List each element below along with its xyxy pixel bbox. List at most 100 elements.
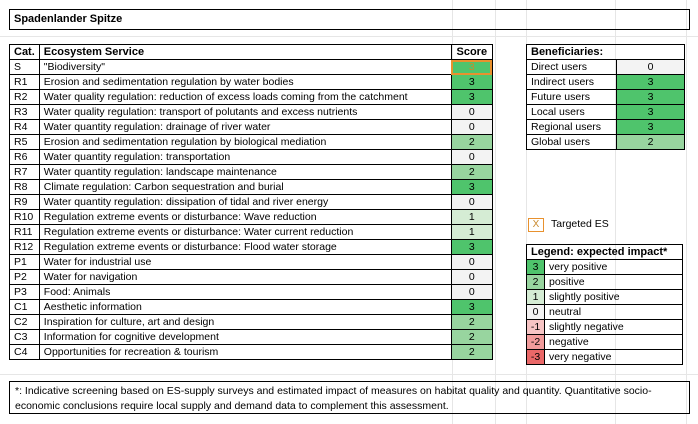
services-table: Cat. Ecosystem Service Score S "Biodivers…: [9, 44, 493, 360]
service-name: Climate regulation: Carbon sequestration…: [38, 179, 452, 195]
service-name: Regulation extreme events or disturbance…: [38, 239, 452, 255]
cat-header: Cat.: [9, 44, 40, 60]
beneficiary-row: Indirect users 3: [526, 74, 685, 90]
targeted-es-label: Targeted ES: [551, 218, 609, 230]
legend-header-row: Legend: expected impact*: [526, 244, 683, 260]
service-category: R12: [9, 239, 40, 255]
legend-swatch: -3: [526, 349, 545, 365]
service-name: Food: Animals: [38, 284, 452, 300]
service-score: 0: [450, 194, 493, 210]
service-category: R1: [9, 74, 40, 90]
service-category: P3: [9, 284, 40, 300]
service-name: Opportunities for recreation & tourism: [38, 344, 452, 360]
score-header: Score: [450, 44, 493, 60]
service-category: R8: [9, 179, 40, 195]
page-title: Spadenlander Spitze: [14, 13, 123, 25]
legend-swatch: 1: [526, 289, 545, 305]
service-name: Water quality regulation: transport of p…: [38, 104, 452, 120]
service-name: Erosion and sedimentation regulation by …: [38, 134, 452, 150]
service-name: Regulation extreme events or disturbance…: [38, 224, 452, 240]
title-box: Spadenlander Spitze: [9, 9, 690, 30]
service-row: S "Biodiversity" 3: [9, 59, 493, 75]
legend-swatch: -1: [526, 319, 545, 335]
beneficiaries-header: Beneficiaries:: [526, 44, 685, 60]
service-row: R9 Water quantity regulation: dissipation…: [9, 194, 493, 210]
service-score: 3: [450, 299, 493, 315]
service-row: R7 Water quantity regulation: landscape m…: [9, 164, 493, 180]
service-category: C3: [9, 329, 40, 345]
service-category: R9: [9, 194, 40, 210]
footnote: *: Indicative screening based on ES-supp…: [9, 381, 690, 414]
grid-line: [495, 0, 496, 424]
service-row: R8 Climate regulation: Carbon sequestrati…: [9, 179, 493, 195]
service-score: 0: [450, 119, 493, 135]
beneficiary-row: Future users 3: [526, 89, 685, 105]
service-score: 3: [450, 179, 493, 195]
beneficiary-score: 3: [616, 104, 685, 120]
legend-swatch: 2: [526, 274, 545, 290]
service-row: R1 Erosion and sedimentation regulation b…: [9, 74, 493, 90]
legend-row: -1 slightly negative: [526, 319, 683, 335]
service-row: R5 Erosion and sedimentation regulation b…: [9, 134, 493, 150]
service-score: 1: [450, 209, 493, 225]
grid-line: [0, 36, 698, 37]
beneficiary-row: Local users 3: [526, 104, 685, 120]
service-row: C1 Aesthetic information 3: [9, 299, 493, 315]
service-name: Water quantity regulation: drainage of r…: [38, 119, 452, 135]
service-category: C1: [9, 299, 40, 315]
service-category: R11: [9, 224, 40, 240]
grid-line: [686, 0, 687, 424]
service-row: R3 Water quality regulation: transport of…: [9, 104, 493, 120]
legend-row: 0 neutral: [526, 304, 683, 320]
beneficiary-name: Global users: [526, 134, 617, 150]
service-row: R10 Regulation extreme events or disturba…: [9, 209, 493, 225]
beneficiary-score: 3: [616, 74, 685, 90]
service-category: C4: [9, 344, 40, 360]
legend-header: Legend: expected impact*: [526, 244, 683, 260]
legend-swatch: 0: [526, 304, 545, 320]
service-row: C2 Inspiration for culture, art and desig…: [9, 314, 493, 330]
legend-row: 1 slightly positive: [526, 289, 683, 305]
legend-swatch: -2: [526, 334, 545, 350]
beneficiaries-table: Beneficiaries: Direct users 0 Indirect use…: [526, 44, 685, 150]
service-score: 3: [450, 89, 493, 105]
service-name: "Biodiversity": [38, 59, 452, 75]
service-row: R11 Regulation extreme events or disturba…: [9, 224, 493, 240]
service-name: Inspiration for culture, art and design: [38, 314, 452, 330]
beneficiaries-header-row: Beneficiaries:: [526, 44, 685, 60]
beneficiary-row: Direct users 0: [526, 59, 685, 75]
service-row: P1 Water for industrial use 0: [9, 254, 493, 270]
service-category: R2: [9, 89, 40, 105]
service-name: Water quantity regulation: dissipation o…: [38, 194, 452, 210]
service-name: Aesthetic information: [38, 299, 452, 315]
beneficiary-name: Indirect users: [526, 74, 617, 90]
legend-row: 2 positive: [526, 274, 683, 290]
service-category: R5: [9, 134, 40, 150]
service-category: R3: [9, 104, 40, 120]
service-score: 2: [450, 314, 493, 330]
beneficiary-score: 3: [616, 119, 685, 135]
legend-table: Legend: expected impact* 3 very positive 2…: [526, 244, 683, 365]
service-category: R6: [9, 149, 40, 165]
service-score: 3: [450, 239, 493, 255]
grid-line: [526, 0, 527, 424]
service-row: C4 Opportunities for recreation & tourism…: [9, 344, 493, 360]
legend-label: neutral: [544, 304, 683, 320]
legend-label: positive: [544, 274, 683, 290]
beneficiary-row: Regional users 3: [526, 119, 685, 135]
service-name: Water quantity regulation: landscape mai…: [38, 164, 452, 180]
targeted-es-swatch: X: [528, 218, 544, 232]
beneficiary-score: 0: [616, 59, 685, 75]
service-row: P3 Food: Animals 0: [9, 284, 493, 300]
legend-label: slightly negative: [544, 319, 683, 335]
legend-swatch: 3: [526, 259, 545, 275]
service-category: C2: [9, 314, 40, 330]
service-score: 3: [450, 59, 493, 75]
service-row: P2 Water for navigation 0: [9, 269, 493, 285]
service-score: 2: [450, 134, 493, 150]
service-score: 0: [450, 149, 493, 165]
grid-line: [0, 374, 698, 375]
service-category: P1: [9, 254, 40, 270]
service-name: Water quality regulation: reduction of e…: [38, 89, 452, 105]
service-score: 2: [450, 329, 493, 345]
